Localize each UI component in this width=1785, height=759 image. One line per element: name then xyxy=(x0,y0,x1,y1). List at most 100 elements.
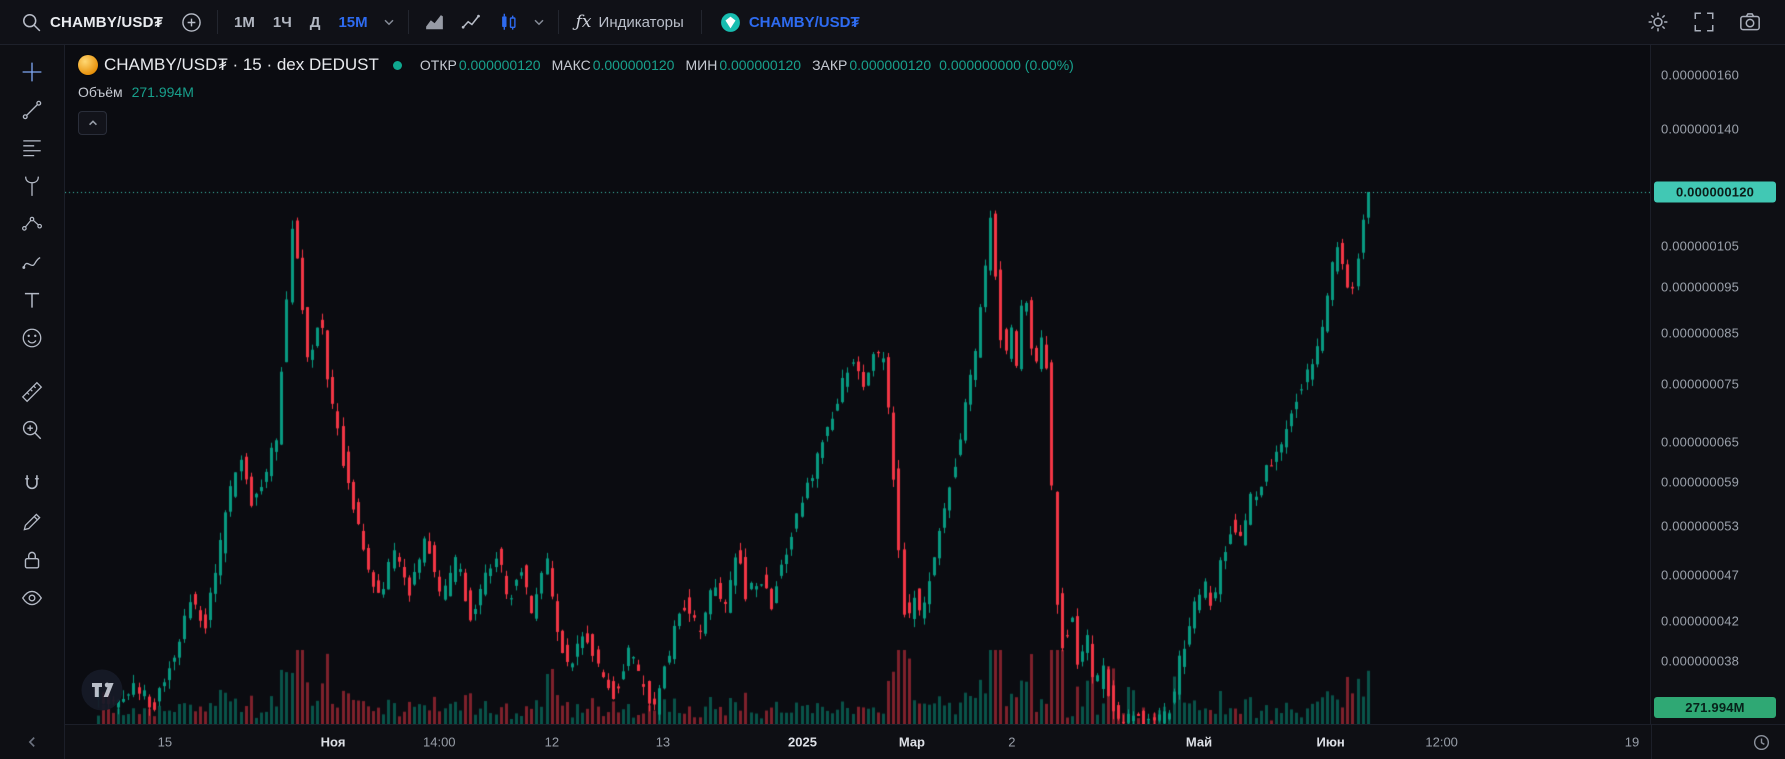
pattern-tool-button[interactable] xyxy=(11,205,53,243)
toolbar-separator xyxy=(407,10,409,34)
candles-chart-icon xyxy=(501,13,520,30)
candlestick-canvas[interactable] xyxy=(65,45,1650,724)
interval-15М[interactable]: 15М xyxy=(338,13,368,31)
toolbar-separator xyxy=(217,10,219,34)
emoji-icon xyxy=(20,326,44,350)
ruler-icon xyxy=(20,380,44,404)
time-axis-label: 15 xyxy=(157,734,173,750)
area-chart-style-button[interactable] xyxy=(416,6,453,38)
price-axis-label: 0.000000053 xyxy=(1661,518,1740,534)
time-axis-corner xyxy=(1651,725,1785,759)
compare-add-button[interactable] xyxy=(173,6,210,38)
zoom-in-tool-button[interactable] xyxy=(11,411,53,449)
volume-badge: 271.994M xyxy=(1654,697,1776,718)
fullscreen-button[interactable] xyxy=(1685,6,1723,38)
market-status-dot xyxy=(392,60,402,70)
drawing-toolbar-collapse-button[interactable] xyxy=(21,731,43,753)
fx-icon: ƒx xyxy=(575,11,592,32)
ohlc-label: МАКС xyxy=(551,57,591,73)
tradingview-logo-icon xyxy=(81,669,123,711)
zoom-in-icon xyxy=(20,418,44,442)
time-axis-label: 2025 xyxy=(788,734,817,750)
brush-tool-button[interactable] xyxy=(11,243,53,281)
pencil-tool-button[interactable] xyxy=(11,503,53,541)
volume-row: Объём 271.994M xyxy=(78,84,1074,100)
interval-group: 1М 1Ч Д 15М xyxy=(225,6,377,38)
chart-area[interactable]: CHAMBY/USD₮ · 15 · dex DEDUST ОТКР 0.0000… xyxy=(65,45,1650,724)
price-axis-label: 0.000000140 xyxy=(1661,121,1740,137)
chevron-down-icon xyxy=(531,14,547,30)
magnet-tool-button[interactable] xyxy=(11,465,53,503)
volume-label: Объём xyxy=(78,84,123,100)
pitchfork-tool-button[interactable] xyxy=(11,167,53,205)
ohlc-label: ЗАКР xyxy=(812,57,848,73)
price-axis-label: 0.000000160 xyxy=(1661,67,1740,83)
text-tool-button[interactable] xyxy=(11,281,53,319)
chevron-down-icon xyxy=(381,14,397,30)
fib-retracement-tool-button[interactable] xyxy=(11,129,53,167)
chart-style-menu-button[interactable] xyxy=(527,6,551,38)
dedust-logo-icon xyxy=(720,12,740,32)
time-axis-labels: 15 Ноя 14:00 12 13 2025 Мар 2 Май Июн 12:00 19 xyxy=(65,725,1651,759)
brush-icon xyxy=(22,250,44,269)
ohlc-item: ОТКР 0.000000120 xyxy=(420,57,541,73)
time-axis-label: 12:00 xyxy=(1425,734,1458,750)
text-icon xyxy=(20,288,44,312)
candles-chart-style-button[interactable] xyxy=(490,6,527,38)
ohlc-item: МИН 0.000000120 xyxy=(685,57,801,73)
token-logo xyxy=(78,55,98,75)
price-change-value: 0.000000000 (0.00%) xyxy=(939,57,1074,73)
ohlc-value: 0.000000120 xyxy=(849,57,932,73)
settings-button[interactable] xyxy=(1639,6,1677,38)
time-axis-label: 14:00 xyxy=(423,734,456,750)
session-clock-icon[interactable] xyxy=(1752,733,1771,752)
interval-1М[interactable]: 1М xyxy=(234,13,255,31)
symbol-search-text: CHAMBY/USD₮ xyxy=(50,13,164,31)
line-chart-style-button[interactable] xyxy=(453,6,490,38)
emoji-tool-button[interactable] xyxy=(11,319,53,357)
pattern-icon xyxy=(20,212,44,236)
toolbar-separator xyxy=(700,10,702,34)
price-axis-label: 0.000000065 xyxy=(1661,434,1740,450)
ruler-tool-button[interactable] xyxy=(11,373,53,411)
time-axis-label: 2 xyxy=(1008,734,1016,750)
price-axis-label: 0.000000038 xyxy=(1661,653,1740,669)
interval-Д[interactable]: Д xyxy=(309,13,321,31)
fullscreen-icon xyxy=(1692,10,1716,34)
search-icon xyxy=(20,11,43,34)
lock-drawings-tool-button[interactable] xyxy=(11,541,53,579)
time-axis-label: Май xyxy=(1185,734,1213,750)
magnet-icon xyxy=(20,472,44,496)
symbol-search-button[interactable]: CHAMBY/USD₮ xyxy=(10,6,173,38)
time-axis-label: 12 xyxy=(544,734,560,750)
active-symbol-button[interactable]: CHAMBY/USD₮ xyxy=(709,6,870,38)
ohlc-label: ОТКР xyxy=(419,57,457,73)
line-chart-icon xyxy=(461,14,480,29)
drawing-toolbar xyxy=(0,45,65,759)
trend-line-tool-button[interactable] xyxy=(11,91,53,129)
legend-collapse-button[interactable] xyxy=(78,111,107,135)
hide-drawings-tool-button[interactable] xyxy=(11,579,53,617)
active-symbol-label: CHAMBY/USD₮ xyxy=(748,13,860,31)
time-axis-label: Июн xyxy=(1316,734,1345,750)
crosshair-tool-button[interactable] xyxy=(11,53,53,91)
interval-1Ч[interactable]: 1Ч xyxy=(272,13,292,31)
indicators-button[interactable]: ƒx Индикаторы xyxy=(566,6,694,38)
snapshot-button[interactable] xyxy=(1731,6,1769,38)
price-axis-label: 0.000000042 xyxy=(1661,613,1740,629)
ohlc-value: 0.000000120 xyxy=(592,57,675,73)
tradingview-watermark[interactable] xyxy=(80,668,124,712)
time-axis[interactable]: 15 Ноя 14:00 12 13 2025 Мар 2 Май Июн 12:00 19 xyxy=(65,724,1785,759)
price-axis-label: 0.000000085 xyxy=(1661,325,1740,341)
price-axis[interactable]: 0.000000160 0.000000140 0.000000105 0.00000… xyxy=(1650,45,1785,724)
time-axis-label: 19 xyxy=(1624,734,1640,750)
legend-symbol-title[interactable]: CHAMBY/USD₮ · 15 · dex DEDUST xyxy=(104,55,379,74)
top-toolbar: CHAMBY/USD₮ 1М 1Ч Д 15М xyxy=(0,0,1785,45)
plus-circle-icon xyxy=(180,11,203,34)
trend-line-icon xyxy=(20,98,44,122)
area-chart-icon xyxy=(425,14,443,29)
interval-menu-button[interactable] xyxy=(377,6,401,38)
indicators-label: Индикаторы xyxy=(598,13,684,31)
time-axis-label: 13 xyxy=(655,734,671,750)
